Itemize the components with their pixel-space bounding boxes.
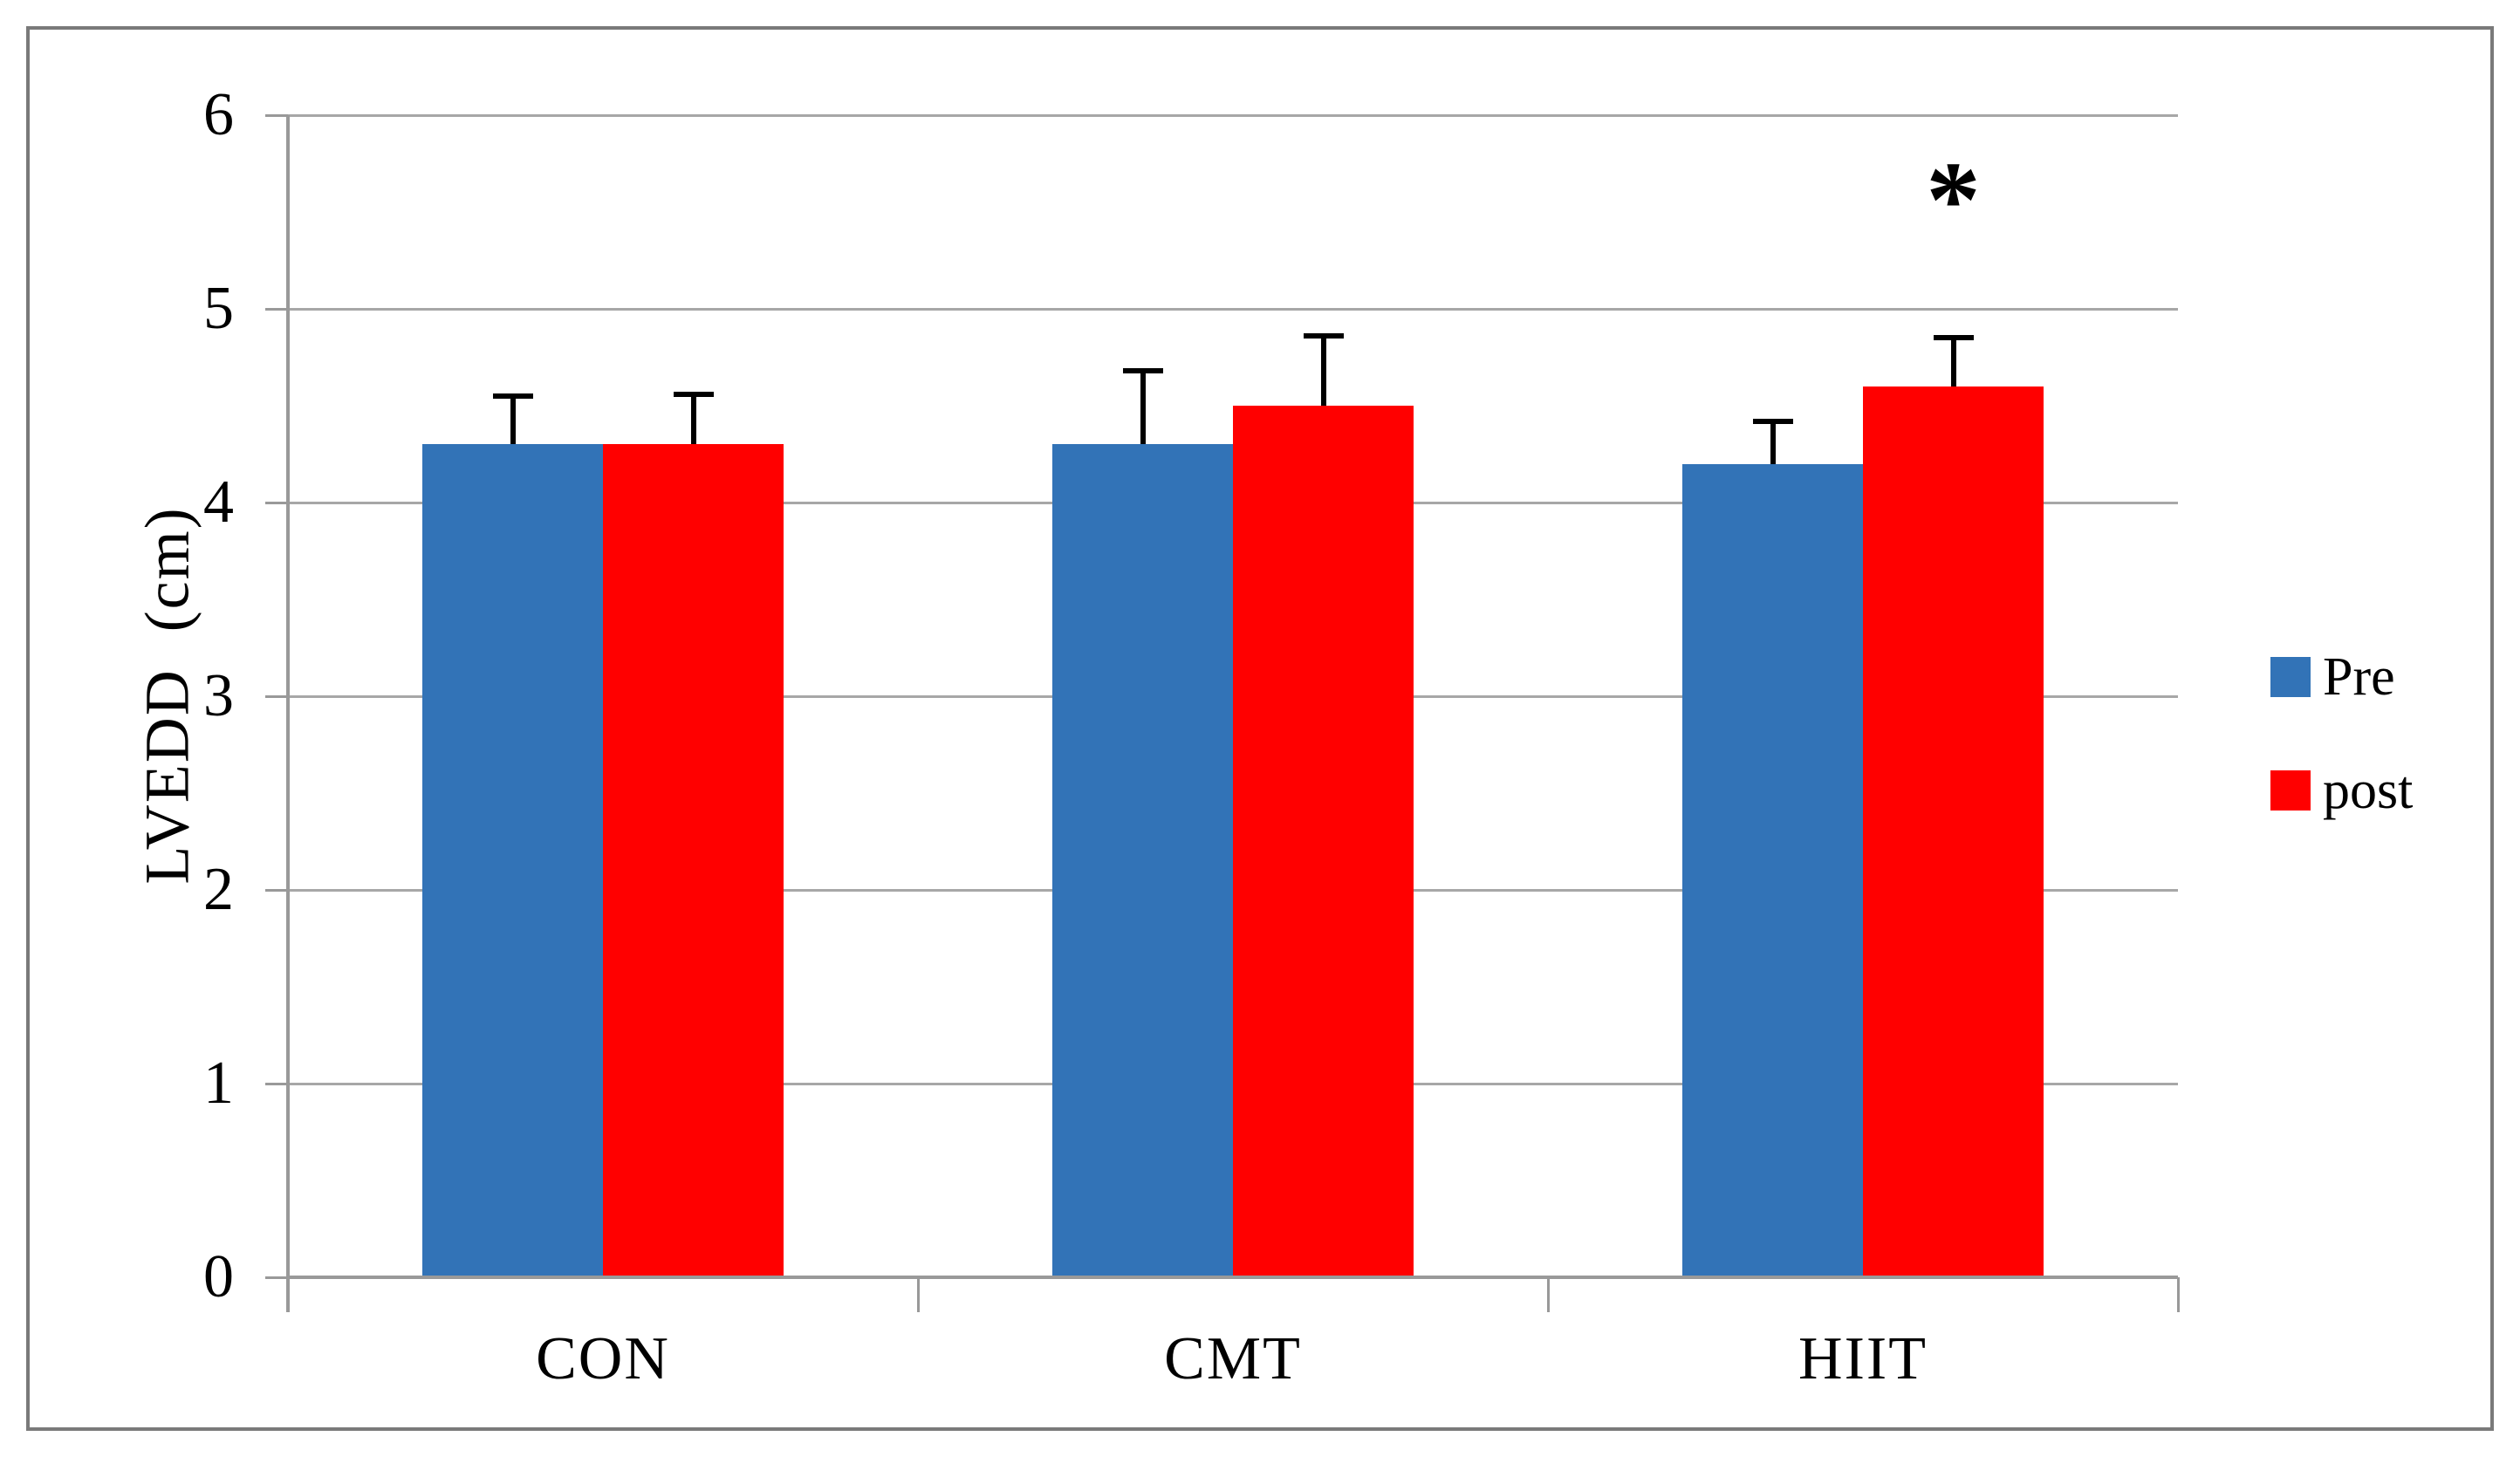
error-bar-cap: [1752, 418, 1793, 424]
y-tick-label: 1: [203, 1050, 234, 1117]
x-category-label: CMT: [1164, 1325, 1302, 1392]
y-axis-tick: [265, 114, 288, 117]
y-axis-title: LVEDD (cm): [132, 506, 202, 885]
y-axis-tick: [265, 308, 288, 311]
x-category-label: CON: [536, 1325, 670, 1392]
y-axis-tick: [265, 889, 288, 892]
error-bar-cap: [1122, 368, 1163, 374]
error-bar-line: [1950, 338, 1956, 386]
y-tick-label: 5: [203, 275, 234, 342]
gridline: [288, 114, 2178, 117]
x-axis-tick: [1547, 1277, 1550, 1312]
y-tick-label: 6: [203, 81, 234, 148]
error-bar-line: [1320, 336, 1326, 406]
error-bar-cap: [1303, 333, 1344, 339]
bar-con-post: [603, 444, 784, 1277]
y-axis-tick: [265, 1083, 288, 1085]
bar-hiit-post: [1863, 386, 2044, 1277]
y-axis-tick: [265, 1276, 288, 1279]
x-axis-tick: [917, 1277, 920, 1312]
error-bar-line: [1770, 421, 1776, 464]
error-bar-cap: [492, 393, 533, 399]
chart-outer-border: [26, 26, 2494, 1431]
bar-cmt-pre: [1052, 444, 1233, 1277]
legend-swatch-pre: [2270, 657, 2311, 697]
error-bar-cap: [1933, 335, 1974, 341]
legend-label-pre: Pre: [2323, 647, 2395, 707]
error-bar-line: [510, 395, 516, 445]
legend-swatch-post: [2270, 770, 2311, 811]
y-axis-tick: [265, 502, 288, 504]
error-bar-cap: [673, 391, 714, 397]
y-axis-tick: [265, 695, 288, 698]
bar-con-pre: [422, 444, 603, 1277]
y-tick-label: 2: [203, 856, 234, 923]
x-category-label: HIIT: [1798, 1325, 1928, 1392]
y-tick-label: 0: [203, 1243, 234, 1310]
y-axis-line: [286, 115, 290, 1312]
y-tick-label: 4: [203, 469, 234, 536]
bar-cmt-post: [1233, 406, 1414, 1277]
error-bar-line: [1140, 371, 1146, 445]
x-axis-line: [288, 1276, 2178, 1279]
y-tick-label: 3: [203, 662, 234, 729]
error-bar-line: [690, 393, 696, 445]
gridline: [288, 308, 2178, 311]
significance-asterisk: *: [1926, 140, 1981, 261]
bar-hiit-pre: [1682, 463, 1863, 1277]
legend-label-post: post: [2323, 761, 2414, 820]
x-axis-tick: [2177, 1277, 2180, 1312]
